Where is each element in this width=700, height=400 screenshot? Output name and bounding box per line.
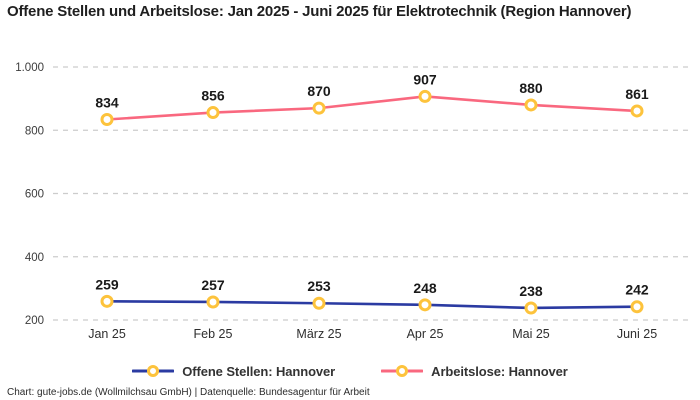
data-point-label: 253: [307, 278, 331, 294]
data-point-marker[interactable]: [418, 298, 432, 312]
legend-marker-icon: [396, 365, 409, 377]
legend-label-offene-stellen: Offene Stellen: Hannover: [182, 363, 336, 379]
data-point-marker[interactable]: [630, 300, 644, 314]
data-point-marker[interactable]: [630, 104, 644, 118]
series-line: [105, 95, 639, 121]
data-point-label: 257: [201, 277, 225, 293]
data-point-label: 248: [413, 280, 437, 296]
data-point-label: 870: [307, 83, 331, 99]
data-point-marker[interactable]: [312, 101, 326, 115]
data-point-marker[interactable]: [524, 98, 538, 112]
data-point-marker[interactable]: [206, 295, 220, 309]
legend-swatch-pink-line-icon: [381, 365, 424, 377]
x-axis-tick-label: Feb 25: [194, 327, 233, 341]
series-line: [105, 300, 639, 310]
y-axis-tick-label: 1.000: [15, 62, 44, 74]
data-point-marker[interactable]: [100, 294, 114, 308]
x-axis-tick-label: Jan 25: [88, 327, 126, 341]
data-point-label: 856: [201, 88, 225, 104]
y-axis-tick-label: 600: [25, 189, 44, 201]
data-point-label: 880: [519, 80, 543, 96]
data-point-marker[interactable]: [418, 89, 432, 103]
x-axis-tick-label: Juni 25: [617, 327, 657, 341]
x-axis-tick-label: Mai 25: [512, 327, 550, 341]
legend: Offene Stellen: Hannover Arbeitslose: Ha…: [0, 360, 700, 382]
legend-marker-icon: [147, 365, 160, 377]
data-point-label: 242: [625, 282, 649, 298]
data-point-label: 861: [625, 86, 649, 102]
y-axis-tick-label: 800: [25, 125, 44, 137]
legend-item-arbeitslose[interactable]: Arbeitslose: Hannover: [381, 364, 568, 379]
data-point-marker[interactable]: [524, 301, 538, 315]
data-point-label: 907: [413, 71, 437, 87]
y-axis-tick-label: 400: [25, 252, 44, 264]
data-point-marker[interactable]: [312, 296, 326, 310]
x-axis-tick-label: März 25: [296, 327, 341, 341]
chart-title: Offene Stellen und Arbeitslose: Jan 2025…: [7, 3, 632, 20]
x-axis-tick-label: Apr 25: [407, 327, 444, 341]
y-axis-tick-label: 200: [25, 315, 44, 327]
legend-item-offene-stellen[interactable]: Offene Stellen: Hannover: [132, 364, 335, 379]
legend-swatch-blue-line-icon: [132, 365, 175, 377]
attribution: Chart: gute-jobs.de (Wollmilchsau GmbH) …: [7, 387, 370, 398]
data-point-label: 834: [95, 94, 119, 110]
data-point-label: 238: [519, 283, 543, 299]
data-point-label: 259: [95, 276, 119, 292]
data-point-marker[interactable]: [100, 112, 114, 126]
legend-label-arbeitslose: Arbeitslose: Hannover: [431, 363, 568, 379]
data-point-marker[interactable]: [206, 106, 220, 120]
